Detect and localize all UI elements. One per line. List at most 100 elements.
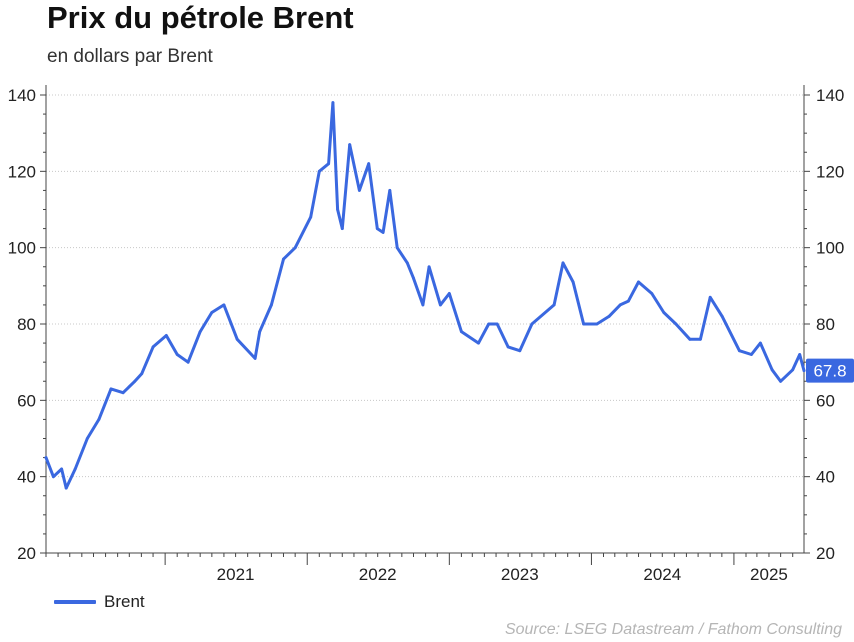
data-point [530, 322, 534, 326]
data-point [133, 379, 137, 383]
data-point [791, 368, 795, 372]
data-point [327, 162, 330, 166]
data-point [340, 227, 344, 231]
data-point [381, 231, 385, 234]
data-point [140, 372, 144, 375]
legend-swatch-brent [54, 600, 96, 604]
legend: Brent [54, 592, 145, 612]
data-point [164, 334, 168, 337]
last-value-badge [806, 358, 854, 383]
data-point [650, 292, 654, 295]
data-point [618, 303, 622, 307]
legend-label-brent: Brent [104, 592, 145, 611]
line-chart: 20 20 40 40 60 60 80 80 100 100 120 120 140 140 2021 20… [8, 85, 854, 584]
data-point [60, 467, 63, 471]
data-point [460, 330, 463, 333]
data-point [348, 143, 352, 147]
x-tick-label-2024: 2024 [643, 565, 681, 584]
chart-subtitle: en dollars par Brent [47, 46, 213, 67]
data-point [405, 261, 409, 265]
data-point [439, 303, 442, 307]
data-point [73, 467, 77, 471]
data-point [699, 337, 702, 341]
data-point [358, 189, 361, 192]
series-line-brent [44, 101, 806, 490]
data-point [674, 322, 678, 326]
y-tick-label-right-40: 40 [816, 468, 835, 487]
data-point [367, 162, 371, 166]
data-point [637, 280, 640, 284]
data-point [64, 486, 68, 490]
data-point [421, 303, 425, 307]
data-point [331, 101, 335, 104]
data-point [770, 368, 774, 372]
data-point [427, 265, 431, 269]
data-point [571, 280, 575, 284]
y-tick-label-right-60: 60 [816, 391, 835, 410]
y-tick-label-left-80: 80 [17, 315, 36, 334]
x-tick-label-2021: 2021 [217, 565, 255, 584]
data-point [412, 276, 415, 280]
data-point [151, 345, 155, 349]
data-point [802, 369, 806, 372]
y-tick-label-left-140: 140 [8, 86, 36, 105]
y-tick-label-left-60: 60 [17, 391, 36, 410]
y-tick-label-right-140: 140 [816, 86, 844, 105]
data-point [477, 341, 480, 345]
data-point [582, 322, 585, 326]
source-note: Source: LSEG Datastream / Fathom Consult… [504, 621, 842, 638]
data-point [720, 315, 724, 318]
chart-title: Prix du pétrole Brent [47, 0, 354, 35]
last-value-label: 67.8 [813, 362, 846, 381]
x-tick-label-2022: 2022 [359, 565, 397, 584]
data-point [186, 360, 190, 364]
data-point [317, 169, 321, 173]
y-tick-label-left-40: 40 [17, 468, 36, 487]
data-point [336, 208, 339, 211]
y-tick-label-right-120: 120 [816, 162, 844, 181]
y-tick-label-left-20: 20 [17, 544, 36, 563]
data-point [495, 322, 499, 326]
data-point [282, 257, 285, 261]
x-tick-label-2025: 2025 [750, 565, 788, 584]
y-tick-label-right-80: 80 [816, 315, 835, 334]
data-point [561, 261, 565, 265]
data-point [97, 418, 101, 421]
data-point [447, 292, 451, 295]
y-tick-label-left-120: 120 [8, 162, 36, 181]
data-point [708, 295, 712, 299]
data-point [779, 379, 782, 383]
data-point [595, 322, 599, 326]
data-point [506, 345, 510, 349]
data-point [175, 353, 179, 356]
data-point [85, 437, 89, 440]
data-point [52, 475, 55, 479]
x-tick-label-2023: 2023 [501, 565, 539, 584]
data-point [395, 246, 399, 250]
data-point [552, 303, 556, 307]
data-point [198, 330, 202, 333]
data-point [518, 349, 522, 353]
y-tick-label-right-20: 20 [816, 544, 835, 563]
data-point [44, 456, 48, 459]
data-point [375, 227, 379, 231]
data-point [121, 391, 125, 395]
data-point [210, 311, 214, 314]
data-point [309, 215, 313, 219]
y-tick-label-left-100: 100 [8, 239, 36, 258]
data-point [235, 337, 239, 341]
data-point [607, 315, 611, 318]
data-point [270, 303, 273, 307]
data-point [109, 387, 113, 391]
data-point [662, 311, 666, 314]
data-point [738, 349, 741, 353]
data-point [253, 357, 257, 360]
data-point [798, 353, 802, 356]
data-point [759, 341, 762, 345]
data-point [487, 322, 491, 326]
data-point [688, 337, 692, 341]
y-tick-label-right-100: 100 [816, 239, 844, 258]
data-point [388, 189, 392, 192]
data-point [293, 246, 297, 250]
data-point [222, 303, 226, 307]
